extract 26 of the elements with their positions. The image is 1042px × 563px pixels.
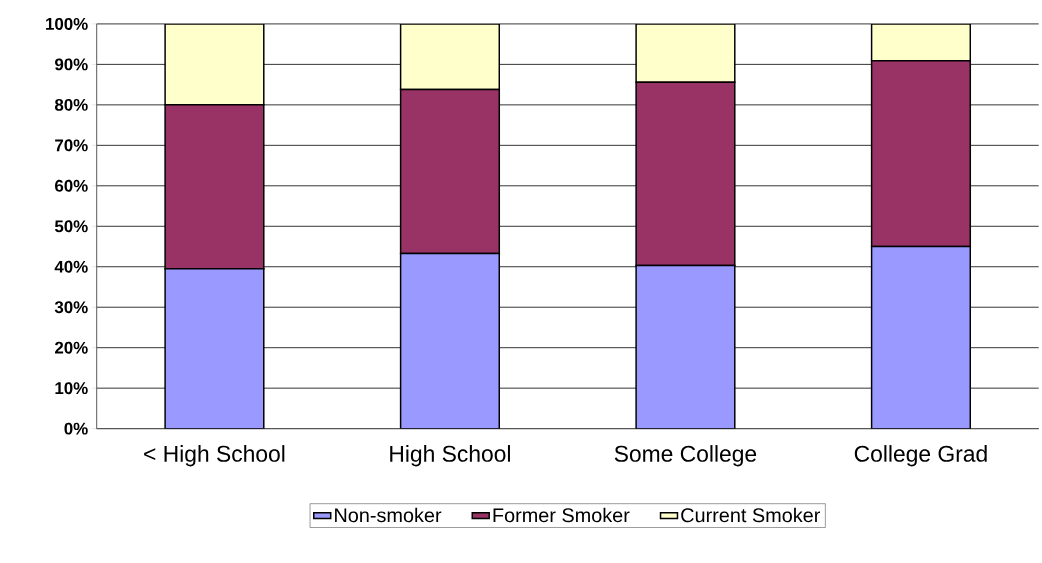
bar bbox=[635, 264, 736, 429]
x-tick-label: < High School bbox=[144, 445, 285, 467]
bar bbox=[870, 23, 972, 62]
x-tick-label: College Grad bbox=[854, 445, 987, 467]
bar bbox=[164, 267, 265, 429]
x-tick-label: High School bbox=[390, 445, 510, 467]
legend-label: Non-smoker bbox=[335, 507, 442, 523]
y-tick-label: 30% bbox=[54, 301, 88, 314]
y-tick-label: 0% bbox=[64, 422, 88, 435]
y-tick-label: 20% bbox=[55, 341, 88, 354]
y-tick-label: 60% bbox=[55, 179, 88, 192]
y-tick-label: 100% bbox=[46, 17, 88, 30]
bar bbox=[870, 245, 972, 429]
y-tick-label: 90% bbox=[55, 58, 88, 71]
bar bbox=[399, 252, 501, 429]
y-tick-label: 10% bbox=[55, 382, 88, 395]
y-tick-label: 70% bbox=[55, 139, 88, 152]
bar bbox=[164, 23, 265, 106]
y-tick-label: 40% bbox=[54, 260, 88, 273]
y-tick-label: 80% bbox=[54, 98, 88, 111]
bar bbox=[399, 23, 501, 91]
legend-label: Current Smoker bbox=[681, 507, 821, 523]
x-tick-label: Some College bbox=[614, 445, 757, 467]
legend-label: Former Smoker bbox=[493, 507, 630, 523]
bar bbox=[635, 23, 736, 83]
y-tick-label: 50% bbox=[54, 220, 88, 233]
